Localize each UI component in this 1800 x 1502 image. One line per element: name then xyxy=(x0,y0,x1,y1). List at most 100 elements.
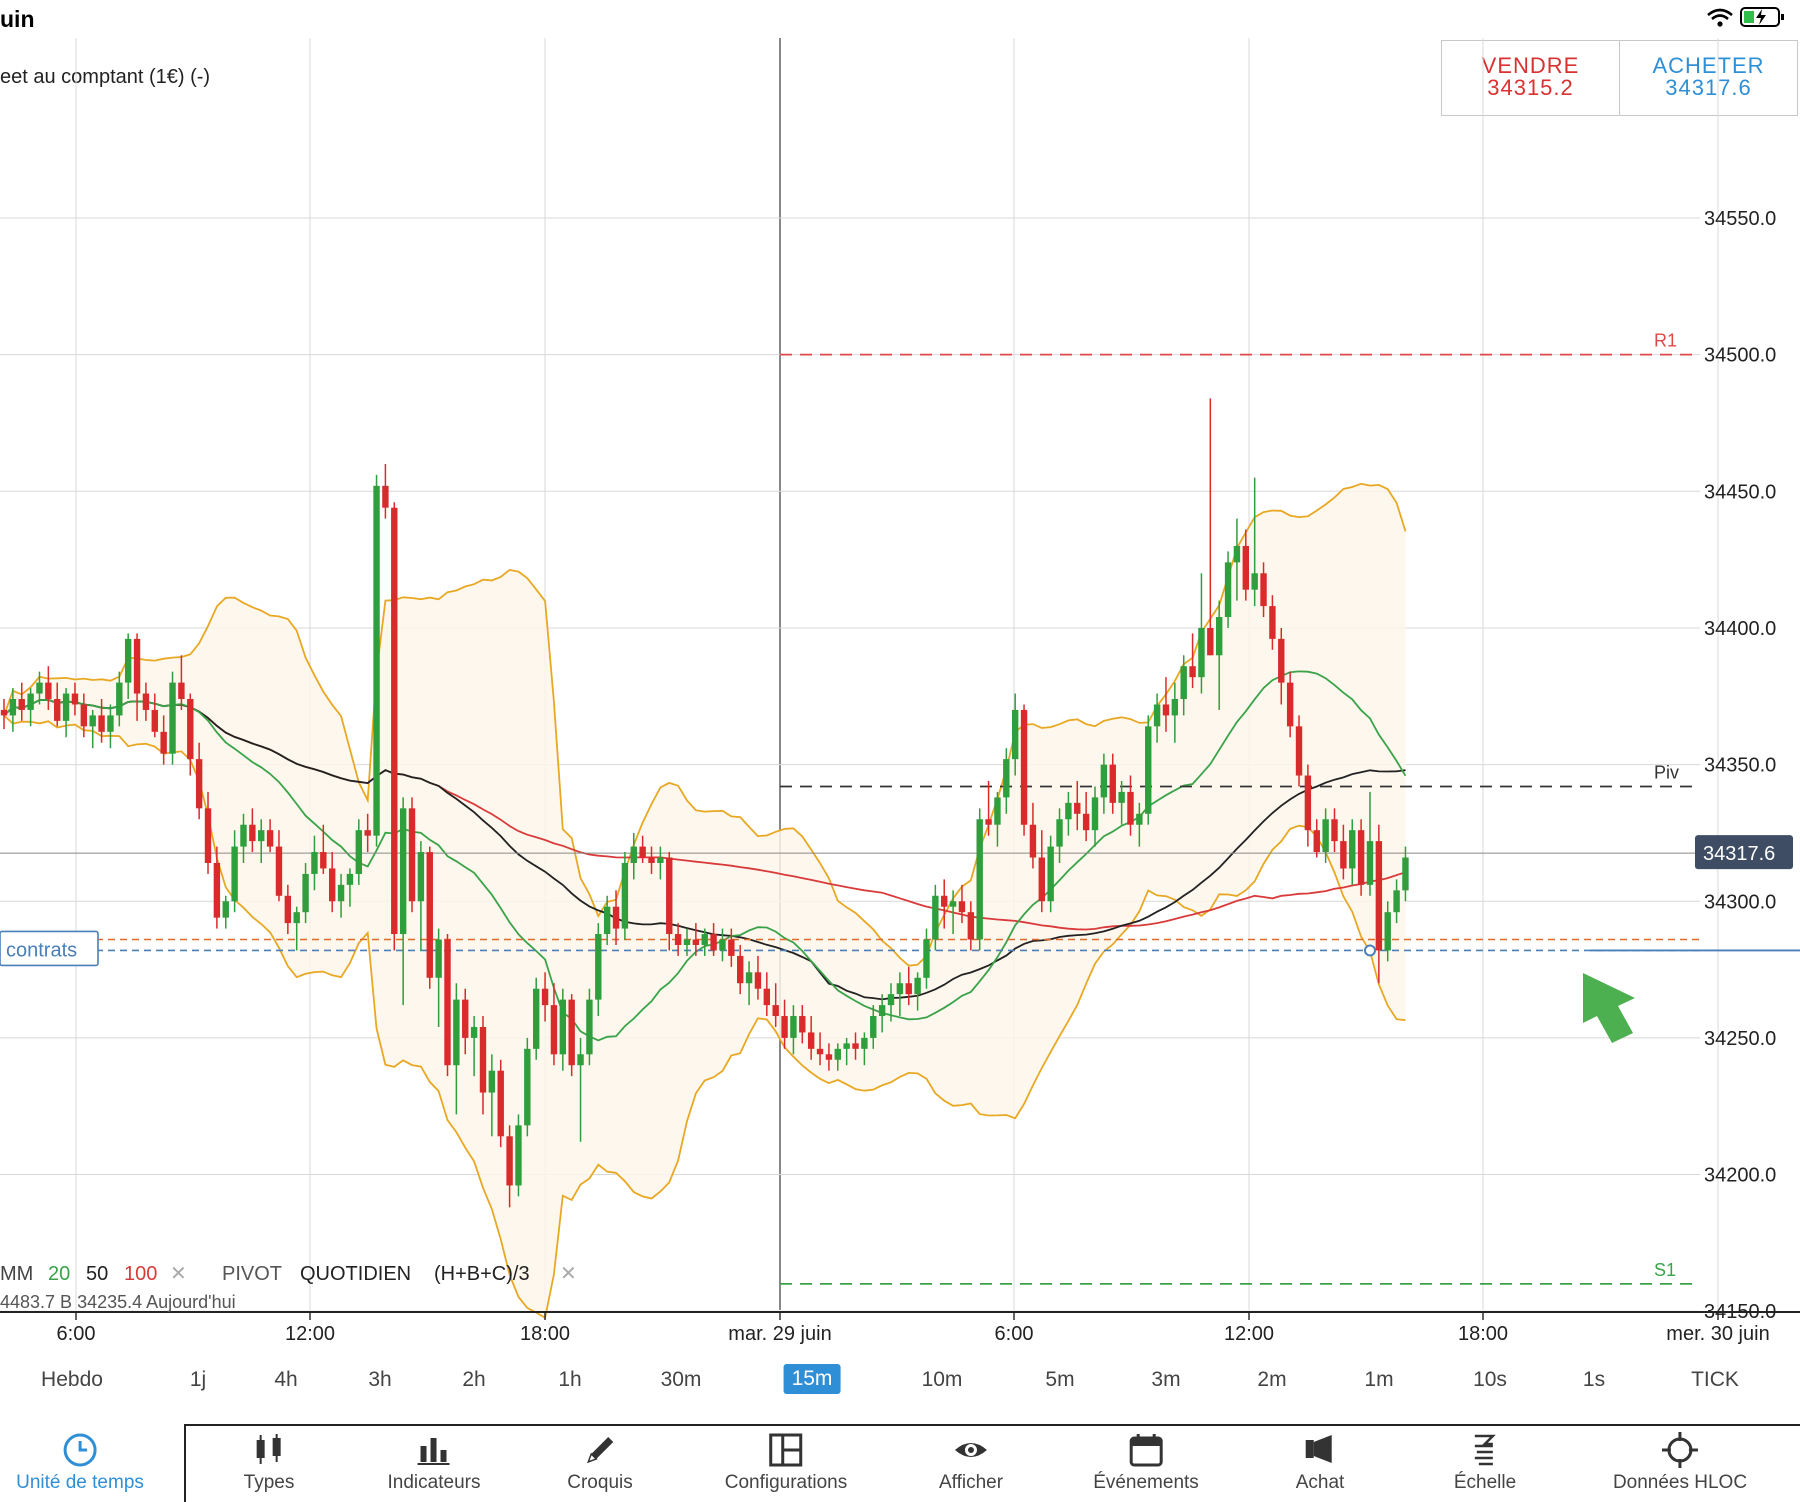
toolbar-label: Unité de temps xyxy=(16,1472,144,1493)
candle-body xyxy=(967,912,975,940)
remove-ma-icon[interactable]: ✕ xyxy=(170,1263,187,1285)
remove-pivot-icon[interactable]: ✕ xyxy=(560,1263,577,1285)
candle-body xyxy=(1153,704,1161,727)
ma-legend-period-50: 50 xyxy=(86,1263,108,1285)
pivot-label-s1: S1 xyxy=(1654,1260,1676,1280)
candle xyxy=(187,693,194,776)
toolbar--chelle[interactable]: Échelle xyxy=(1454,1432,1516,1494)
price-chart[interactable]: R1 Piv S1 contrats 34550.0 34500.0 34450.0 3440… xyxy=(0,38,1800,1352)
candle xyxy=(843,1037,850,1066)
timeframe-15m[interactable]: 15m xyxy=(783,1364,841,1394)
timeframe-10m[interactable]: 10m xyxy=(921,1368,963,1391)
timeframe-30m[interactable]: 30m xyxy=(660,1368,702,1391)
sell-button[interactable]: VENDRE 34315.2 xyxy=(1442,41,1619,115)
candle xyxy=(790,1005,797,1055)
candle xyxy=(133,633,141,721)
candle-body xyxy=(1384,912,1391,951)
candle xyxy=(1331,808,1338,853)
pivot-label-piv: Piv xyxy=(1654,762,1679,782)
candle xyxy=(1304,764,1312,847)
candle xyxy=(1020,704,1028,836)
candle xyxy=(1082,791,1090,842)
timeframe-2h[interactable]: 2h xyxy=(462,1368,486,1391)
candle xyxy=(204,791,212,874)
candle-body xyxy=(852,1043,859,1049)
timeframe-1j[interactable]: 1j xyxy=(189,1368,207,1391)
candle-body xyxy=(568,999,575,1066)
candle xyxy=(320,824,327,874)
candle-body xyxy=(843,1043,850,1049)
candle xyxy=(426,846,433,989)
timeframe-4h[interactable]: 4h xyxy=(274,1368,298,1391)
candle-body xyxy=(54,699,61,721)
candle xyxy=(0,699,8,730)
candle-body xyxy=(958,901,966,913)
candle xyxy=(1056,808,1063,863)
toolbar-types[interactable]: Types xyxy=(243,1432,295,1494)
candle-body xyxy=(284,895,292,924)
candle xyxy=(524,1037,531,1137)
candle-body xyxy=(1402,857,1409,891)
candle-body xyxy=(1207,627,1214,656)
candle xyxy=(346,868,354,907)
status-bar: uin xyxy=(0,0,1800,38)
timeframe-bar: Hebdo 1j 4h 3h 2h 1h 30m 15m 10m 5m 3m 2m 1m 10s 1s TIC… xyxy=(0,1352,1800,1412)
toolbar--v-nements[interactable]: Événements xyxy=(1093,1432,1199,1494)
timeframe-1m[interactable]: 1m xyxy=(1364,1368,1394,1391)
timeframe-tick[interactable]: TICK xyxy=(1691,1368,1739,1391)
timeframe-10s[interactable]: 10s xyxy=(1473,1368,1507,1391)
timeframe-3m[interactable]: 3m xyxy=(1151,1368,1181,1391)
candle-body xyxy=(18,699,25,710)
candle xyxy=(1038,830,1045,913)
price-tick-label: 34550.0 xyxy=(1704,208,1776,230)
candle xyxy=(27,688,34,727)
toolbar-croquis[interactable]: Croquis xyxy=(567,1432,633,1494)
timeframe-5m[interactable]: 5m xyxy=(1045,1368,1075,1391)
toolbar-achat[interactable]: Achat xyxy=(1296,1432,1344,1494)
candle xyxy=(772,983,779,1027)
candle-body xyxy=(577,1054,584,1066)
toolbar-donn-es-hloc[interactable]: Données HLOC xyxy=(1613,1432,1747,1494)
timeframe-1h[interactable]: 1h xyxy=(558,1368,582,1391)
toolbar-configurations[interactable]: Configurations xyxy=(725,1432,847,1494)
candle xyxy=(1233,518,1241,601)
candle-body xyxy=(293,912,300,924)
candle-body xyxy=(870,1016,877,1038)
toolbar-indicateurs[interactable]: Indicateurs xyxy=(388,1432,480,1494)
candle-body xyxy=(1278,638,1285,683)
candle-body xyxy=(249,824,256,842)
candle-body xyxy=(657,857,664,863)
candle xyxy=(1295,715,1303,787)
toolbar-unit-de-temps[interactable]: Unité de temps xyxy=(16,1432,144,1494)
candle xyxy=(550,983,558,1066)
candle xyxy=(674,923,682,956)
candle xyxy=(240,813,247,863)
candle xyxy=(737,944,744,995)
candle-body xyxy=(1109,764,1116,803)
timeframe-hebdo[interactable]: Hebdo xyxy=(41,1368,103,1391)
timeframe-2m[interactable]: 2m xyxy=(1257,1368,1287,1391)
buy-button[interactable]: ACHETER 34317.6 xyxy=(1619,41,1797,115)
timeframe-3h[interactable]: 3h xyxy=(368,1368,392,1391)
toolbar-label: Types xyxy=(243,1472,295,1493)
candle xyxy=(1393,879,1400,924)
toolbar-afficher[interactable]: Afficher xyxy=(939,1432,1003,1494)
candle-body xyxy=(621,862,629,929)
candle-body xyxy=(27,693,34,710)
price-tick-label: 34250.0 xyxy=(1704,1028,1776,1050)
timeframe-1s[interactable]: 1s xyxy=(1582,1368,1606,1391)
toolbar-label: Échelle xyxy=(1453,1472,1517,1493)
candle-body xyxy=(630,846,637,863)
candle xyxy=(1286,671,1294,738)
candle xyxy=(45,666,52,710)
candle xyxy=(9,688,17,732)
candle xyxy=(1109,753,1116,814)
candle xyxy=(754,955,762,1000)
candle xyxy=(1180,655,1187,716)
candle xyxy=(603,895,611,945)
candle xyxy=(1251,477,1258,607)
candle-body xyxy=(914,977,921,995)
candle-body xyxy=(187,699,194,760)
position-tag[interactable] xyxy=(0,930,99,967)
candle-body xyxy=(559,999,567,1055)
